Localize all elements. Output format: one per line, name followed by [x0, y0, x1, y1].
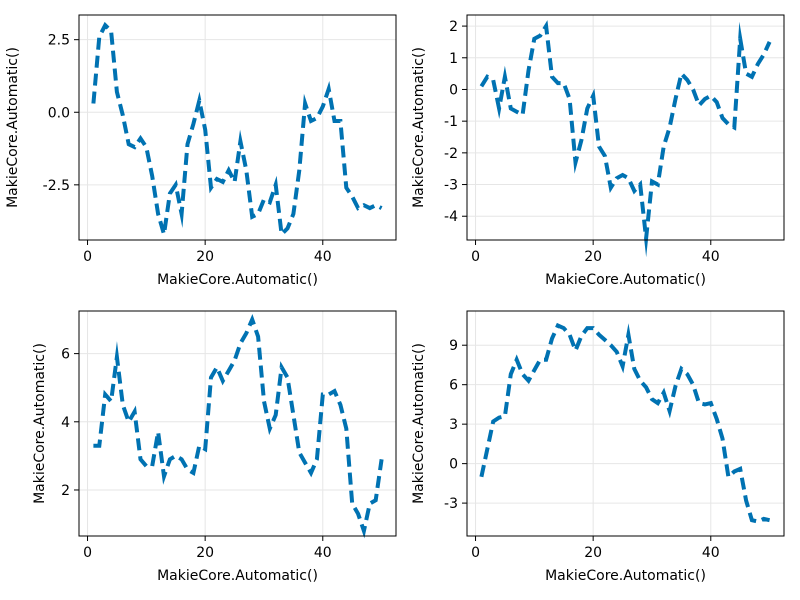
y-tick-label: -1	[444, 114, 458, 130]
series-line	[479, 20, 772, 258]
y-axis-label: MakieCore.Automatic()	[411, 343, 427, 504]
y-axis-label: MakieCore.Automatic()	[5, 47, 21, 208]
y-tick-label: -2.5	[43, 178, 70, 194]
y-tick-label: -2	[444, 146, 458, 162]
x-tick-label: 0	[83, 249, 92, 265]
x-tick-label: 40	[314, 249, 332, 265]
subplot-2: 0 20 40 -4 -3 -2 -1 0 1 2 MakieCore.Automatic() Mak…	[411, 14, 785, 288]
subplot-1: 0 20 40 -2.5 0.0 2.5 MakieCore.Automatic() Maki…	[5, 14, 397, 288]
series-line	[93, 313, 384, 539]
axes-frame	[466, 310, 785, 537]
x-tick-label: 20	[196, 249, 214, 265]
y-tick-label: 6	[61, 347, 70, 363]
y-tick-label: 6	[449, 378, 458, 394]
subplot-4: 0 20 40 -3 0 3 6 9 MakieCore.Automatic() MakieCor…	[411, 310, 785, 584]
y-tick-label: 4	[61, 415, 70, 431]
x-tick-label: 0	[471, 249, 480, 265]
y-tick-label: 2.5	[48, 33, 70, 49]
y-axis-label: MakieCore.Automatic()	[32, 343, 48, 504]
y-tick-label: 2	[61, 483, 70, 499]
y-axis-label: MakieCore.Automatic()	[411, 47, 427, 208]
x-tick-label: 0	[471, 545, 480, 561]
series-line	[479, 322, 771, 524]
y-tick-label: 2	[449, 19, 458, 35]
x-axis-label: MakieCore.Automatic()	[157, 568, 318, 584]
y-tick-label: 0	[449, 457, 458, 473]
x-tick-label: 20	[584, 545, 602, 561]
x-tick-label: 0	[83, 545, 92, 561]
x-tick-label: 40	[702, 249, 720, 265]
x-axis-label: MakieCore.Automatic()	[545, 272, 706, 288]
axes-frame	[466, 14, 785, 241]
y-tick-label: 0.0	[48, 105, 70, 121]
x-axis-label: MakieCore.Automatic()	[545, 568, 706, 584]
series-line	[91, 21, 383, 244]
y-tick-label: 0	[449, 82, 458, 98]
x-tick-label: 40	[314, 545, 332, 561]
y-tick-label: 9	[449, 338, 458, 354]
x-tick-label: 20	[584, 249, 602, 265]
y-tick-label: -3	[444, 178, 458, 194]
y-tick-label: 1	[449, 51, 458, 67]
axes-frame	[78, 14, 397, 241]
x-axis-label: MakieCore.Automatic()	[157, 272, 318, 288]
x-tick-label: 20	[196, 545, 214, 561]
y-tick-label: -4	[444, 209, 458, 225]
x-tick-label: 40	[702, 545, 720, 561]
y-tick-label: -3	[444, 496, 458, 512]
axes-frame	[78, 310, 397, 537]
subplot-3: 0 20 40 2 4 6 MakieCore.Automatic() MakieCore.A…	[32, 310, 397, 584]
y-tick-label: 3	[449, 417, 458, 433]
